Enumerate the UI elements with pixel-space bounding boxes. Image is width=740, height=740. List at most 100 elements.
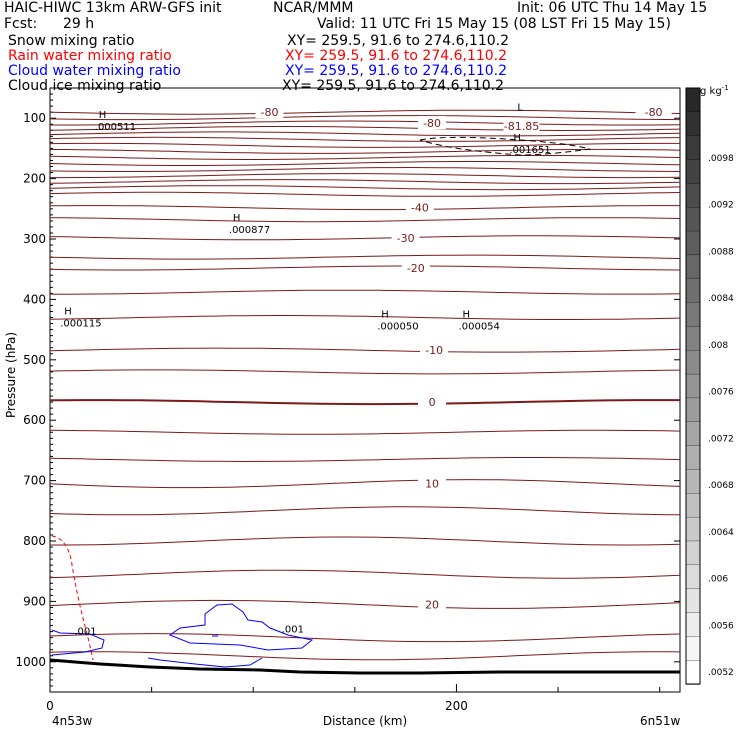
cloud-water-label: .001 [282,625,304,636]
temperature-isotherm [50,148,681,154]
colorbar-swatch [685,445,701,471]
colorbar: .0098 .0092 .0088 .0084 .008 .0076 .0072 .0068.… [685,87,734,685]
temperature-isotherm [49,166,681,172]
extremum-marker: H [513,133,521,144]
colorbar-label: .008 [708,341,728,351]
extremum-marker: H [233,213,241,224]
temperature-isotherm [49,161,681,166]
temperature-isotherm [49,254,681,260]
contour-label: -81.85 [504,120,539,133]
contour-label: -80 [260,106,278,119]
temperature-isotherm [49,651,681,661]
colorbar-swatch [685,278,701,304]
plot-title: HAIC-HIWC 13km ARW-GFS init [4,0,222,16]
colorbar-swatch [685,660,701,685]
extremum-value: .001651 [509,145,550,156]
temperature-isotherm [49,115,681,121]
contour-label-bg [635,105,672,119]
colorbar-swatch [685,87,701,113]
field-cloudwater-xy: XY= 259.5, 91.6 to 274.6,110.2 [285,63,508,79]
colorbar-swatch [685,540,701,566]
temperature-isotherm [49,265,681,271]
contour-label-bg [255,105,284,119]
cloud-water-contour-mid [168,603,314,651]
extremum-marker: H [99,110,107,121]
field-cloudwater-name: Cloud water mixing ratio [8,63,181,79]
field-cloudice-name: Cloud ice mixing ratio [8,78,162,94]
temperature-isotherm [49,235,681,241]
temperature-isotherm [49,506,681,516]
field-snow-xy: XY= 259.5, 91.6 to 274.6,110.2 [287,33,510,49]
temperature-isotherm [49,136,681,142]
colorbar-swatch [685,207,701,232]
colorbar-label: .0072 [708,434,734,444]
contour-label: 0 [429,396,436,409]
contour-label-bg [418,476,447,490]
contour-label-bg [420,343,449,357]
colorbar-swatch [685,397,701,423]
extremum-marker: L [517,102,523,113]
field-cloudice-xy: XY= 259.5, 91.6 to 274.6,110.2 [282,78,505,94]
temperature-isotherm [49,185,681,191]
contour-label: -80 [423,117,441,130]
extremum-value: .000877 [229,225,270,236]
colorbar-swatch [685,326,701,351]
extremum-value: .000115 [60,319,101,330]
temperature-isotherm [49,479,681,489]
x-end-label: 6n51w [640,714,681,728]
colorbar-swatch [685,159,701,185]
cloud-water-labels: .001 .001 [74,625,304,638]
y-tick-label: 600 [23,413,46,427]
temperature-isotherm [49,347,681,353]
contour-label-bg [401,260,430,274]
contour-label: -20 [407,262,425,275]
colorbar-unit: g kg-1 [700,84,729,97]
colorbar-swatch [685,636,701,661]
temperature-isotherm [50,173,681,179]
field-snow-name: Snow mixing ratio [8,33,135,49]
colorbar-label: .0064 [708,528,734,538]
colorbar-label: .0084 [708,294,734,304]
temperature-isotherm [50,536,681,546]
colorbar-swatch [685,469,701,494]
temperature-isotherm [49,217,681,223]
colorbar-label: .0076 [708,388,734,398]
extremum-marker: H [381,310,389,321]
y-tick-label: 400 [23,292,46,306]
contour-label: -10 [425,344,443,357]
colorbar-swatch [685,373,701,399]
temperature-isotherm [49,399,680,406]
contour-label-bg [405,200,434,214]
contour-labels: -80 -80 -40 -30 -20 -10 0 10 20 -80 -81.85 [255,105,672,611]
temperature-isotherm [50,120,681,126]
temperature-isotherm [49,289,681,295]
y-tick-label: 700 [23,474,46,488]
temperature-isotherm [49,599,681,609]
colorbar-label: .0098 [708,154,734,164]
extremum-marker: H [463,310,471,321]
field-rain-name: Rain water mixing ratio [8,48,172,64]
fcst-value: 29 h [63,16,95,32]
contour-label-bg [503,119,540,133]
colorbar-label: .006 [708,575,728,585]
x-axis-label: Distance (km) [323,714,407,728]
temperature-isotherm [49,109,681,115]
temperature-isotherm [49,179,681,185]
fcst-label: Fcst: [4,16,38,32]
colorbar-frame [685,87,701,685]
y-tick-label: 200 [23,172,46,186]
temperature-isotherm [49,633,681,643]
temperature-contours [49,109,681,661]
colorbar-swatch [685,516,701,542]
colorbar-label: .0052 [708,668,734,678]
contour-label-bg [418,116,447,130]
x-axis: 0 200 [46,684,661,713]
colorbar-swatch [685,350,701,375]
cloud-water-contour-low [147,657,263,668]
y-tick-label: 100 [23,111,46,125]
colorbar-label: .0088 [708,247,734,257]
temperature-isotherm [49,191,681,197]
colorbar-swatch [685,421,701,447]
contour-label-bg [418,395,447,409]
